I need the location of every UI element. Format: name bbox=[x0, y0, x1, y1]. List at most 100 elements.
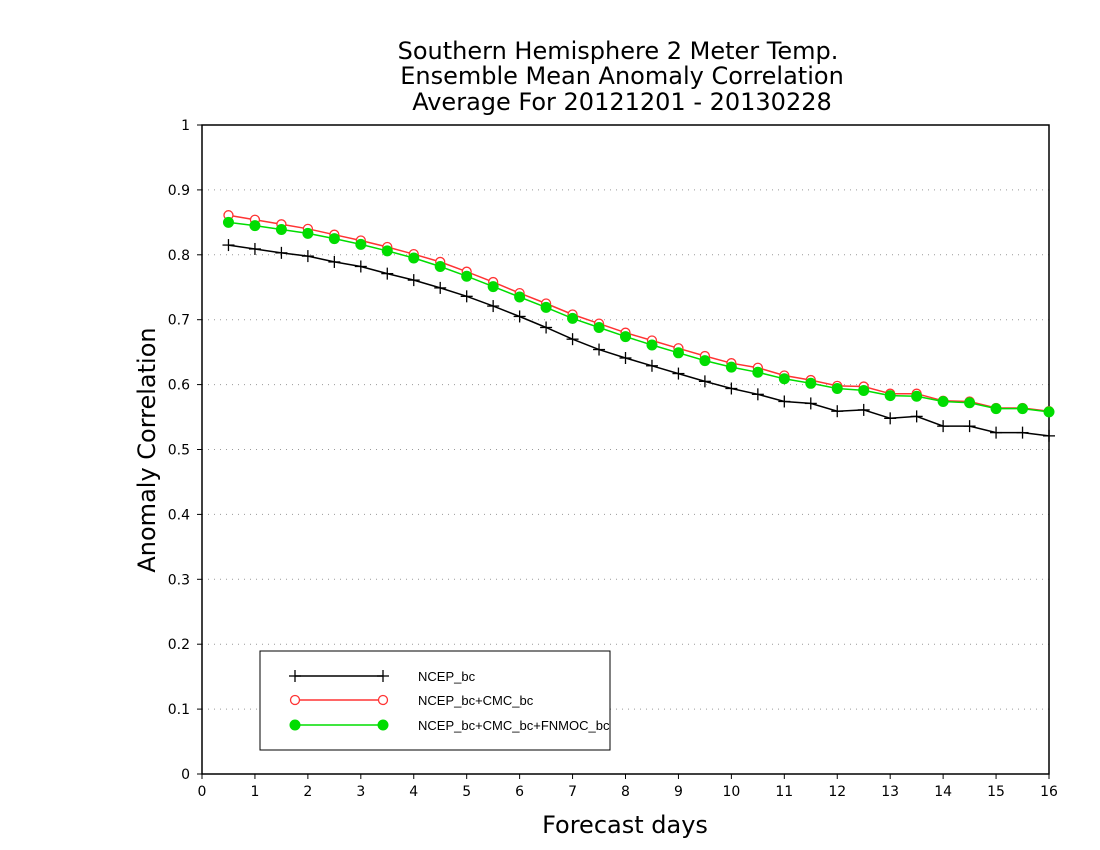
y-tick-label: 0.6 bbox=[168, 378, 190, 394]
x-tick-label: 2 bbox=[303, 784, 312, 800]
data-point bbox=[857, 403, 870, 416]
data-point bbox=[408, 252, 420, 264]
data-point bbox=[964, 397, 976, 409]
y-tick-label: 0.4 bbox=[168, 507, 190, 523]
data-point bbox=[249, 220, 261, 232]
data-point bbox=[698, 375, 711, 388]
data-point bbox=[354, 260, 367, 273]
y-axis-label: Anomaly Correlation bbox=[133, 327, 161, 572]
axes: 00.10.20.30.40.50.60.70.80.910 1 2 3 4 5 6 7 8 9 1… bbox=[168, 118, 1058, 800]
data-point bbox=[672, 347, 684, 359]
x-tick-label: 14 bbox=[934, 784, 952, 800]
title-line-1: Southern Hemisphere 2 Meter Temp. bbox=[398, 37, 839, 65]
data-point bbox=[751, 388, 764, 401]
title-line-2: Ensemble Mean Anomaly Correlation bbox=[400, 62, 844, 90]
data-point bbox=[275, 223, 287, 235]
data-point bbox=[540, 301, 552, 313]
data-point bbox=[567, 312, 579, 324]
data-point bbox=[725, 361, 737, 373]
data-point bbox=[752, 366, 764, 378]
data-point bbox=[566, 333, 579, 346]
data-point bbox=[1043, 406, 1055, 418]
x-tick-label: 13 bbox=[881, 784, 899, 800]
legend-marker bbox=[289, 719, 301, 731]
data-point bbox=[963, 420, 976, 433]
data-point bbox=[805, 377, 817, 389]
data-point bbox=[619, 351, 632, 364]
legend-item: NCEP_bc bbox=[289, 669, 476, 684]
data-point bbox=[831, 382, 843, 394]
data-point bbox=[513, 310, 526, 323]
y-tick-label: 1 bbox=[181, 118, 190, 134]
data-point bbox=[778, 395, 791, 408]
data-point bbox=[301, 250, 314, 263]
x-tick-label: 12 bbox=[828, 784, 846, 800]
legend-item: NCEP_bc+CMC_bc bbox=[289, 693, 534, 708]
data-point bbox=[778, 373, 790, 385]
legend-label: NCEP_bc+CMC_bc bbox=[418, 693, 534, 708]
data-point bbox=[593, 321, 605, 333]
x-tick-label: 11 bbox=[775, 784, 793, 800]
data-point bbox=[434, 260, 446, 272]
y-tick-label: 0.3 bbox=[168, 572, 190, 588]
data-point bbox=[990, 403, 1002, 415]
legend-marker bbox=[377, 670, 389, 682]
data-point bbox=[725, 382, 738, 395]
data-point bbox=[460, 290, 473, 303]
data-point bbox=[884, 412, 897, 425]
data-point bbox=[699, 355, 711, 367]
x-axis-label: Forecast days bbox=[542, 811, 708, 839]
data-point bbox=[407, 274, 420, 287]
series-line bbox=[228, 214, 1050, 412]
legend: NCEP_bc NCEP_bc+CMC_bc NCEP_bc+CMC_bc+FNMO… bbox=[259, 650, 611, 751]
series-0 bbox=[222, 239, 1055, 442]
data-point bbox=[884, 390, 896, 402]
data-point bbox=[381, 267, 394, 280]
data-point bbox=[911, 390, 923, 402]
data-point bbox=[275, 246, 288, 259]
series-line bbox=[228, 221, 1050, 413]
y-tick-label: 0.7 bbox=[168, 313, 190, 329]
data-point bbox=[1043, 429, 1055, 442]
data-point bbox=[540, 321, 553, 334]
y-tick-label: 0 bbox=[181, 767, 190, 783]
y-tick-label: 0.1 bbox=[168, 702, 190, 718]
series-2 bbox=[222, 216, 1055, 418]
data-point bbox=[937, 395, 949, 407]
data-point bbox=[355, 238, 367, 250]
x-tick-label: 0 bbox=[198, 784, 207, 800]
data-point bbox=[831, 405, 844, 418]
data-point bbox=[222, 239, 235, 252]
chart-title: Southern Hemisphere 2 Meter Temp. Ensemb… bbox=[398, 37, 844, 116]
x-tick-label: 5 bbox=[462, 784, 471, 800]
data-point bbox=[990, 426, 1003, 439]
data-point bbox=[302, 227, 314, 239]
x-tick-label: 4 bbox=[409, 784, 418, 800]
data-point bbox=[328, 233, 340, 245]
x-tick-label: 10 bbox=[722, 784, 740, 800]
data-point bbox=[222, 216, 234, 228]
legend-marker bbox=[289, 670, 301, 682]
data-point bbox=[593, 343, 606, 356]
legend-marker bbox=[377, 694, 389, 706]
x-tick-label: 6 bbox=[515, 784, 524, 800]
x-tick-label: 8 bbox=[621, 784, 630, 800]
data-point bbox=[487, 300, 500, 313]
data-point bbox=[1017, 403, 1029, 415]
x-tick-label: 16 bbox=[1040, 784, 1058, 800]
data-point bbox=[910, 410, 923, 423]
series-lines bbox=[222, 210, 1055, 442]
title-line-3: Average For 20121201 - 20130228 bbox=[412, 88, 832, 116]
legend-marker bbox=[377, 719, 389, 731]
y-tick-label: 0.5 bbox=[168, 443, 190, 459]
data-point bbox=[248, 242, 261, 255]
data-point bbox=[672, 367, 685, 380]
data-point bbox=[514, 291, 526, 303]
legend-label: NCEP_bc bbox=[418, 669, 476, 684]
data-point bbox=[1016, 426, 1029, 439]
y-tick-label: 0.9 bbox=[168, 183, 190, 199]
data-point bbox=[804, 397, 817, 410]
y-tick-label: 0.2 bbox=[168, 637, 190, 653]
data-point bbox=[461, 270, 473, 282]
x-tick-label: 7 bbox=[568, 784, 577, 800]
